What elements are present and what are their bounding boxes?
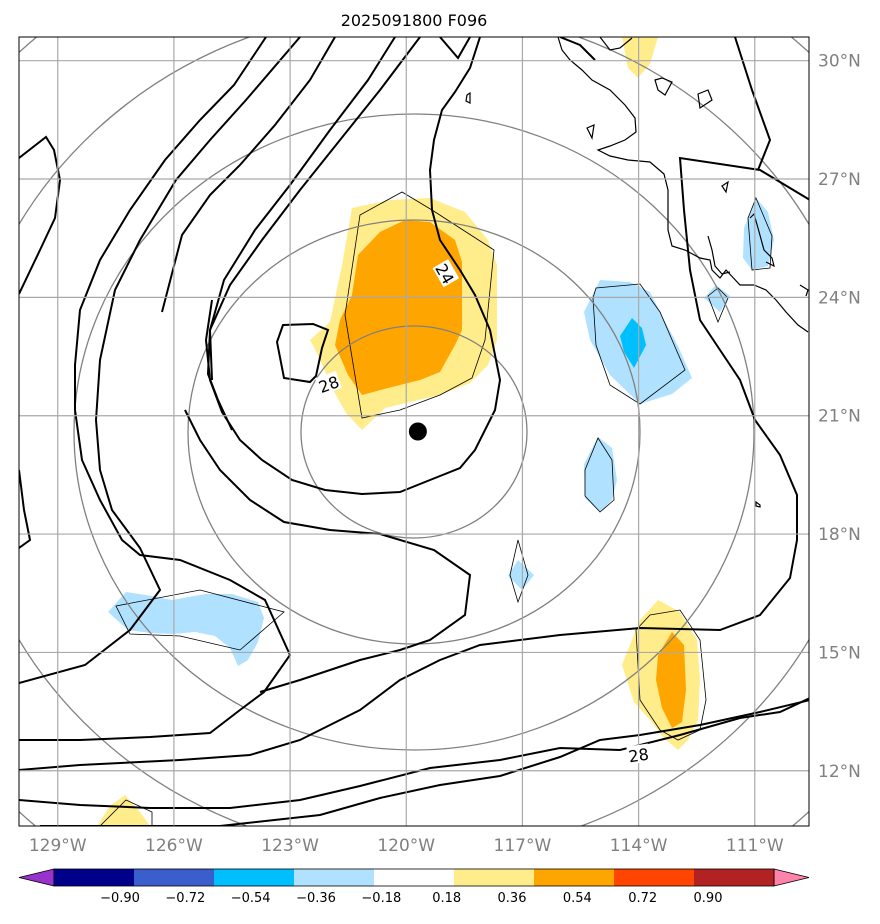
x-tick-label: 117°W [494, 836, 552, 856]
colorbar-bin [454, 869, 534, 886]
colorbar-label: 0.72 [628, 891, 657, 906]
storm-center-marker [408, 422, 427, 441]
chart-title: 2025091800 F096 [341, 11, 488, 30]
shaded-anomaly-fields [97, 37, 774, 826]
grid-lines [19, 37, 809, 826]
x-tick-label: 129°W [29, 836, 87, 856]
x-axis-ticks: 129°W 126°W 123°W 120°W 117°W 114°W 111°W [29, 836, 784, 856]
y-tick-label: 21°N [818, 407, 861, 427]
y-tick-label: 12°N [818, 762, 861, 782]
thin-contours [99, 191, 773, 826]
colorbar-label: −0.90 [100, 891, 140, 906]
colorbar-label: 0.90 [694, 891, 723, 906]
y-tick-label: 24°N [818, 288, 861, 308]
colorbar-bin [214, 869, 294, 886]
colorbar-label: 0.36 [498, 891, 527, 906]
colorbar-bin [694, 869, 774, 886]
y-tick-label: 15°N [818, 643, 861, 663]
x-tick-label: 123°W [261, 836, 319, 856]
thick-contours [19, 37, 809, 826]
colorbar-extend-low [18, 868, 55, 887]
negative-anomaly-east-core [620, 318, 646, 368]
colorbar-frame [53, 868, 775, 887]
colorbar-bin [374, 869, 454, 886]
coastline [465, 37, 809, 508]
contour-label-bg [432, 259, 460, 288]
negative-anomaly-small-e [704, 285, 730, 312]
colorbar-label: 0.54 [563, 891, 592, 906]
x-tick-label: 111°W [726, 836, 784, 856]
colorbar-bin [294, 869, 374, 886]
positive-anomaly-sw [97, 795, 150, 826]
colorbar-bin [134, 869, 214, 886]
colorbar-label: −0.36 [296, 891, 336, 906]
colorbar: −0.90 −0.72 −0.54 −0.36 −0.18 0.18 0.36 0.54 0.7… [18, 868, 810, 906]
x-tick-label: 114°W [610, 836, 668, 856]
range-ring [187, 219, 641, 645]
colorbar-label: −0.72 [165, 891, 205, 906]
positive-anomaly-inner [335, 220, 462, 395]
contour-label-bg [626, 743, 651, 765]
colorbar-label: −0.18 [361, 891, 401, 906]
positive-anomaly-north [622, 37, 658, 78]
y-tick-label: 18°N [818, 525, 861, 545]
positive-anomaly-se-inner [656, 632, 686, 728]
map-frame [18, 36, 810, 827]
x-tick-label: 120°W [377, 836, 435, 856]
colorbar-bin [54, 869, 134, 886]
colorbar-bin [534, 869, 614, 886]
contour-label-bg [315, 371, 342, 396]
y-tick-label: 27°N [818, 170, 861, 190]
range-ring [73, 113, 755, 751]
y-axis-ticks: 12°N 15°N 18°N 21°N 24°N 27°N 30°N [818, 52, 861, 782]
negative-anomaly-ne [743, 198, 774, 270]
negative-anomaly-mid [584, 437, 617, 512]
x-tick-label: 126°W [145, 836, 203, 856]
range-ring [300, 325, 528, 539]
y-tick-label: 30°N [818, 52, 861, 72]
range-ring [19, 37, 809, 826]
colorbar-label: 0.18 [432, 891, 461, 906]
negative-anomaly-sw [108, 592, 264, 666]
colorbar-bin [614, 869, 694, 886]
colorbar-label: −0.54 [231, 891, 271, 906]
colorbar-extend-high [773, 868, 810, 887]
contour-label: 28 [627, 745, 650, 767]
negative-anomaly-small [508, 560, 534, 590]
